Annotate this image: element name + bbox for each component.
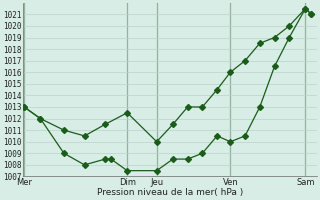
X-axis label: Pression niveau de la mer( hPa ): Pression niveau de la mer( hPa ) (97, 188, 243, 197)
